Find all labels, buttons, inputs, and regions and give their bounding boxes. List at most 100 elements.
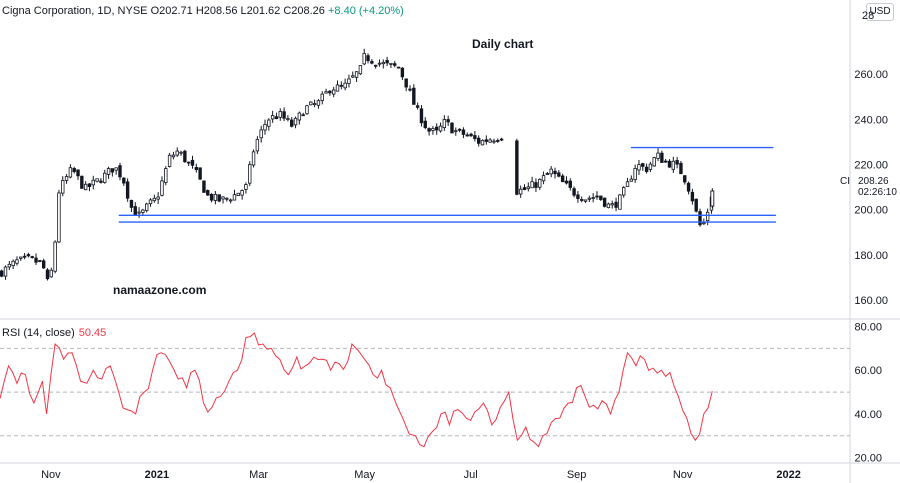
rsi-legend-label: RSI (14, close) [2, 327, 75, 339]
candle-body [622, 187, 626, 196]
candle-body [19, 256, 23, 259]
currency-badge[interactable]: USD [866, 3, 894, 21]
candle-body [469, 133, 473, 137]
rsi-legend[interactable]: RSI (14, close) 50.45 [2, 327, 106, 339]
candle-body [324, 91, 328, 94]
candle-body [80, 175, 84, 189]
candle-body [637, 164, 641, 171]
price-tick-label: 200.00 [854, 205, 888, 217]
candle-body [534, 182, 538, 188]
time-tick-label: Jul [464, 469, 478, 481]
candle-body [125, 181, 130, 199]
candle-body [255, 139, 260, 152]
candle-body [137, 211, 141, 214]
candle-body [61, 180, 65, 194]
candle-body [675, 160, 679, 165]
candle-body [412, 87, 416, 105]
candle-body [663, 160, 668, 163]
candle-body [72, 168, 76, 173]
candle-body [244, 184, 248, 190]
candle-body [347, 78, 351, 84]
candle-body [641, 163, 645, 167]
candle-body [297, 112, 302, 121]
candle-body [328, 90, 332, 94]
candle-body [431, 128, 435, 131]
candle-body [49, 269, 54, 278]
candle-body [625, 181, 630, 188]
candle-body [667, 160, 672, 168]
candle-body [38, 260, 42, 262]
candle-body [152, 197, 157, 202]
candle-body [232, 194, 237, 201]
candle-body [389, 62, 393, 65]
candle-body [103, 172, 107, 183]
candle-body [576, 194, 580, 199]
low-value: L201.62 [240, 5, 281, 17]
candle-body [217, 194, 221, 202]
candle-body [331, 89, 336, 95]
candle-body [198, 167, 202, 180]
candle-body [7, 263, 12, 268]
candle-body [473, 135, 477, 140]
candle-body [530, 181, 534, 189]
candle-body [694, 198, 698, 212]
candle-body [305, 105, 309, 115]
candle-body [587, 197, 592, 200]
candle-body [118, 165, 122, 178]
candle-body [488, 139, 492, 143]
candle-body [68, 167, 73, 178]
candle-body [335, 84, 340, 92]
candle-body [259, 129, 263, 139]
candle-body [53, 241, 57, 272]
candle-body [15, 259, 19, 264]
candle-body [370, 61, 374, 64]
open-value: O202.71 [150, 5, 193, 17]
candle-body [686, 182, 691, 192]
candle-body [591, 197, 595, 199]
candle-body [171, 154, 176, 158]
candle-body [633, 168, 637, 180]
candle-body [240, 190, 244, 196]
candle-body [179, 151, 183, 154]
candle-body [610, 203, 614, 206]
candle-body [186, 161, 191, 164]
candle-body [560, 175, 565, 183]
candle-body [461, 129, 466, 135]
candle-body [263, 124, 267, 131]
candle-body [190, 159, 195, 166]
candle-body [476, 137, 481, 144]
candle-body [385, 59, 389, 64]
candle-body [99, 180, 103, 183]
candle-body [408, 88, 412, 91]
candle-body [404, 78, 408, 88]
candle-body [64, 176, 69, 181]
time-tick-label: 2022 [776, 469, 800, 481]
candle-body [553, 170, 557, 175]
candle-body [484, 139, 489, 142]
candle-body [312, 103, 317, 105]
close-value: C208.26 [283, 5, 325, 17]
candle-body [339, 84, 344, 87]
candle-body [648, 163, 653, 170]
candle-body [34, 257, 38, 263]
rsi-tick-label: 20.00 [854, 453, 882, 465]
symbol-header: Cigna Corporation, 1D, NYSE O202.71 H208… [2, 5, 404, 17]
candle-body [396, 66, 401, 69]
price-tick-label: 240.00 [854, 114, 888, 126]
price-tick-label: 160.00 [854, 295, 888, 307]
rsi-line [0, 332, 713, 448]
candle-body [114, 167, 118, 171]
candle-body [606, 203, 611, 209]
candle-body [213, 193, 218, 201]
candle-body [26, 254, 31, 257]
symbol-name: Cigna Corporation, 1D, NYSE [2, 5, 148, 17]
candle-body [83, 183, 88, 191]
candle-body [133, 206, 137, 216]
candle-body [522, 187, 527, 191]
candle-body [400, 67, 405, 78]
candle-body [358, 65, 363, 75]
candle-body [41, 260, 46, 269]
candle-body [183, 150, 187, 163]
